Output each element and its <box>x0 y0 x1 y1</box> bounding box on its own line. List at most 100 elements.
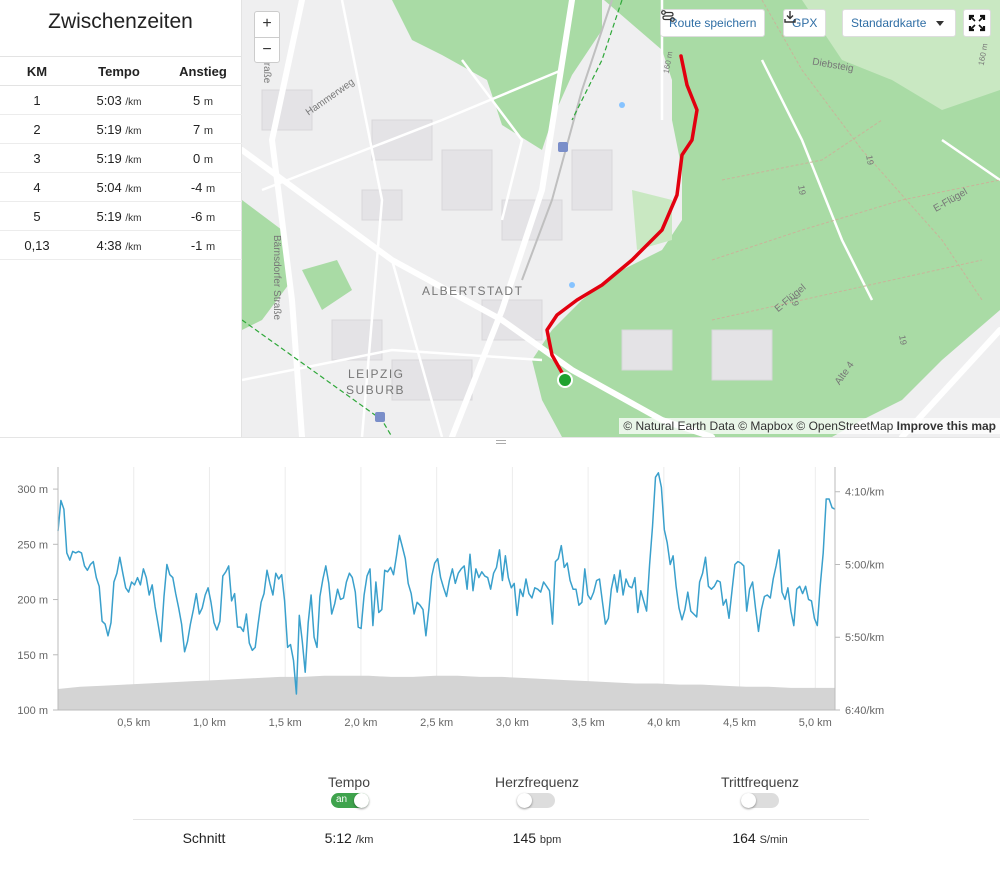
y-left-tick-label: 150 m <box>17 650 48 662</box>
chart-axes: 0,5 km 1,0 km 1,5 km 2,0 km 2,5 km 3,0 km 3,5 … <box>17 467 884 729</box>
split-ascent: -1 m <box>164 230 242 260</box>
map-label-19d: 19 <box>897 334 909 346</box>
splits-header-row: KM Tempo Anstieg <box>0 56 242 86</box>
map-label-leipzig: LEIPZIG <box>348 367 405 381</box>
cadence-average-value: 164 <box>732 830 756 846</box>
x-tick-label: 3,5 km <box>572 717 605 729</box>
split-km: 4 <box>0 172 74 202</box>
x-tick-label: 3,0 km <box>496 717 529 729</box>
toggle-knob <box>741 793 756 808</box>
chart-grid <box>133 467 816 710</box>
hr-toggle[interactable] <box>517 793 555 808</box>
map-label-19c: 19 <box>789 295 801 307</box>
map-label-19b: 19 <box>864 154 876 166</box>
map-label-19a: 19 <box>796 184 808 196</box>
tram-stop-icon-2 <box>375 412 385 422</box>
split-ascent-value: 7 <box>192 121 201 137</box>
improve-map-link[interactable]: Improve this map <box>896 419 996 433</box>
zoom-in-button[interactable]: + <box>262 15 272 32</box>
download-icon <box>784 11 796 23</box>
header-km: KM <box>0 56 74 86</box>
split-ascent-unit: m <box>206 240 216 253</box>
map-label-baernsdorfer: Bärnsdorfer Straße <box>271 235 282 321</box>
stats-divider <box>133 819 869 820</box>
tempo-average-unit: /km <box>355 834 374 846</box>
y-left-tick-label: 200 m <box>17 595 48 607</box>
toggle-knob <box>517 793 532 808</box>
split-ascent: 0 m <box>164 143 242 173</box>
y-right-tick-label: 6:40/km <box>845 705 884 717</box>
x-tick-label: 5,0 km <box>799 717 832 729</box>
hr-average: 145 bpm <box>457 830 617 846</box>
panel-resize-handle[interactable] <box>0 437 1000 447</box>
split-tempo-value: 5:19 <box>96 150 122 166</box>
split-tempo-unit: /km <box>125 241 142 253</box>
y-right-tick-label: 5:00/km <box>845 559 884 571</box>
map-style-select[interactable]: Standardkarte <box>842 9 956 37</box>
x-tick-label: 0,5 km <box>117 717 150 729</box>
x-tick-label: 1,0 km <box>193 717 226 729</box>
cadence-average-unit: S/min <box>759 834 788 846</box>
split-tempo: 5:19 /km <box>74 201 164 231</box>
split-tempo-value: 5:03 <box>96 92 122 108</box>
water-pond-2 <box>569 282 575 288</box>
y-right-tick-label: 4:10/km <box>845 487 884 499</box>
y-right-tick-label: 5:50/km <box>845 632 884 644</box>
pace-elevation-chart[interactable]: 0,5 km 1,0 km 1,5 km 2,0 km 2,5 km 3,0 km 3,5 … <box>0 455 1000 735</box>
zoom-out-button[interactable]: − <box>255 37 279 62</box>
route-line[interactable] <box>545 54 699 380</box>
split-tempo-unit: /km <box>125 125 142 137</box>
fullscreen-button[interactable] <box>963 9 991 37</box>
map-canvas[interactable] <box>242 0 1000 437</box>
gpx-label: GPX <box>792 16 818 30</box>
splits-panel: Zwischenzeiten KM Tempo Anstieg 1 5:03 /k… <box>0 0 242 437</box>
split-row: 2 5:19 /km 7 m <box>0 114 242 144</box>
tempo-toggle[interactable]: an <box>331 793 369 808</box>
toggle-knob <box>354 793 369 808</box>
map-label-albertstadt: ALBERTSTADT <box>422 284 524 298</box>
map-label-strasse: traße <box>261 60 272 84</box>
split-tempo-value: 5:19 <box>96 208 122 224</box>
splits-title: Zwischenzeiten <box>48 10 193 33</box>
split-tempo: 5:19 /km <box>74 114 164 144</box>
save-route-button[interactable]: Route speichern <box>660 9 766 37</box>
split-tempo: 5:03 /km <box>74 85 164 115</box>
fullscreen-icon <box>968 14 986 32</box>
split-row: 3 5:19 /km 0 m <box>0 143 242 173</box>
tempo-header: Tempo <box>327 774 371 790</box>
split-ascent: -4 m <box>164 172 242 202</box>
hr-header: Herzfrequenz <box>494 774 580 790</box>
split-row: 4 5:04 /km -4 m <box>0 172 242 202</box>
split-row: 5 5:19 /km -6 m <box>0 201 242 231</box>
map-style-label: Standardkarte <box>851 16 927 30</box>
split-km: 3 <box>0 143 74 173</box>
forest-paths <box>711 0 1000 321</box>
water-pond <box>619 102 625 108</box>
x-tick-label: 1,5 km <box>269 717 302 729</box>
split-tempo-value: 5:19 <box>96 121 122 137</box>
elevation-area <box>58 675 835 710</box>
cadence-toggle[interactable] <box>741 793 779 808</box>
route-map[interactable]: ALBERTSTADT LEIPZIG SUBURB Hammerweg Bär… <box>242 0 1000 437</box>
pace-line <box>57 472 836 695</box>
header-ascent: Anstieg <box>164 56 242 86</box>
split-tempo: 5:19 /km <box>74 143 164 173</box>
split-ascent: 5 m <box>164 85 242 115</box>
map-label-suburb: SUBURB <box>346 383 406 397</box>
split-km: 2 <box>0 114 74 144</box>
split-tempo-unit: /km <box>125 183 142 195</box>
cadence-header: Trittfrequenz <box>720 774 800 790</box>
tempo-toggle-label: an <box>336 794 348 805</box>
split-tempo-value: 5:04 <box>96 179 122 195</box>
split-ascent-unit: m <box>206 211 216 224</box>
forest-areas <box>242 0 1000 437</box>
start-marker-icon[interactable] <box>557 372 573 388</box>
pace-series <box>57 472 836 695</box>
tempo-average-value: 5:12 <box>324 830 352 846</box>
split-tempo-unit: /km <box>125 96 142 108</box>
split-tempo: 4:38 /km <box>74 230 164 260</box>
gpx-button[interactable]: GPX <box>783 9 827 37</box>
x-tick-label: 2,5 km <box>420 717 453 729</box>
x-tick-label: 2,0 km <box>344 717 377 729</box>
tempo-average: 5:12 /km <box>269 830 429 846</box>
